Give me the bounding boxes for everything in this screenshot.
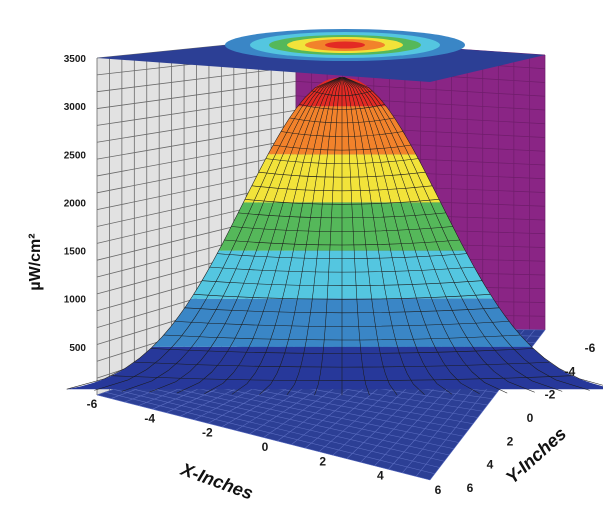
x-tick-label: -4: [144, 411, 155, 425]
mesh-line: [224, 239, 460, 246]
y-tick-label: 0: [527, 411, 534, 425]
mesh-line: [299, 104, 385, 110]
top-contour-projection: [225, 29, 465, 61]
mesh-line: [343, 77, 535, 393]
z-tick-label: 3000: [64, 102, 87, 113]
mesh-line: [231, 226, 453, 232]
contour-ring: [325, 41, 365, 49]
x-axis-ticks: -6 -4 -2 0 2 4 6: [87, 397, 442, 497]
mesh-line: [342, 77, 425, 395]
mesh-line: [238, 212, 446, 219]
grid-line: [96, 109, 297, 143]
mesh-line: [176, 77, 341, 394]
x-tick-label: 0: [262, 440, 269, 454]
grid-line: [96, 66, 297, 93]
mesh-line: [163, 334, 521, 341]
mesh-line: [209, 266, 475, 273]
mesh-line: [343, 77, 563, 392]
grid-line: [96, 153, 297, 194]
z-tick-label: 1000: [64, 295, 87, 306]
y-tick-label: -4: [565, 364, 576, 378]
z-axis-ticks: 3500 3000 2500 2000 1500 1000 500: [64, 54, 87, 354]
z-axis-title: µW/cm²: [27, 233, 44, 290]
mesh-line: [251, 185, 433, 192]
y-tick-label: -2: [545, 388, 556, 402]
mesh-line: [111, 375, 573, 381]
mesh-line: [244, 199, 440, 205]
y-tick-label: 4: [487, 458, 494, 472]
mesh-line: [273, 144, 411, 151]
x-axis-title: X-Inches: [177, 459, 255, 504]
z-tick-label: 3500: [64, 54, 87, 65]
mesh-line: [343, 77, 590, 391]
y-tick-label: -6: [585, 341, 596, 355]
z-tick-label: 2000: [64, 198, 87, 209]
mesh-line: [121, 77, 341, 392]
grid-line: [96, 80, 297, 109]
mesh-line: [134, 361, 550, 368]
mesh-line: [201, 280, 483, 286]
mesh-line: [343, 77, 508, 394]
mesh-line: [342, 77, 453, 395]
mesh-line: [193, 294, 491, 300]
mesh-line: [289, 117, 395, 124]
mesh-line: [286, 77, 342, 396]
z-tick-label: 2500: [64, 150, 87, 161]
grid-line: [96, 138, 297, 177]
x-tick-label: -2: [202, 426, 213, 440]
mesh-line: [259, 77, 342, 395]
mesh-line: [314, 77, 343, 396]
y-tick-label: 6: [467, 481, 474, 495]
mesh-line: [174, 321, 510, 327]
mesh-line: [265, 158, 419, 164]
mesh-line: [150, 348, 534, 354]
x-tick-label: 4: [377, 469, 384, 483]
mesh-line: [217, 253, 467, 259]
z-tick-label: 1500: [64, 247, 87, 258]
mesh-line: [341, 77, 370, 396]
x-tick-label: 6: [435, 483, 442, 497]
mesh-line: [280, 131, 404, 137]
mesh-line: [343, 77, 603, 386]
y-axis-title: Y-Inches: [502, 423, 570, 487]
mesh-line: [94, 77, 341, 391]
mesh-line: [258, 171, 426, 178]
mesh-line: [311, 90, 373, 97]
x-tick-label: 2: [319, 454, 326, 468]
surface-mesh: [66, 77, 603, 396]
mesh-line: [149, 77, 341, 393]
z-tick-label: 500: [69, 343, 86, 354]
grid-line: [96, 124, 297, 160]
mesh-line: [184, 307, 500, 314]
x-tick-label: -6: [87, 397, 98, 411]
grid-line: [96, 95, 297, 126]
mesh-line: [342, 77, 480, 394]
mesh-line: [231, 77, 342, 395]
mesh-line: [66, 77, 341, 390]
y-tick-label: 2: [507, 434, 514, 448]
surface-band: [66, 346, 603, 390]
mesh-line: [342, 77, 398, 396]
mesh-line: [204, 77, 342, 394]
